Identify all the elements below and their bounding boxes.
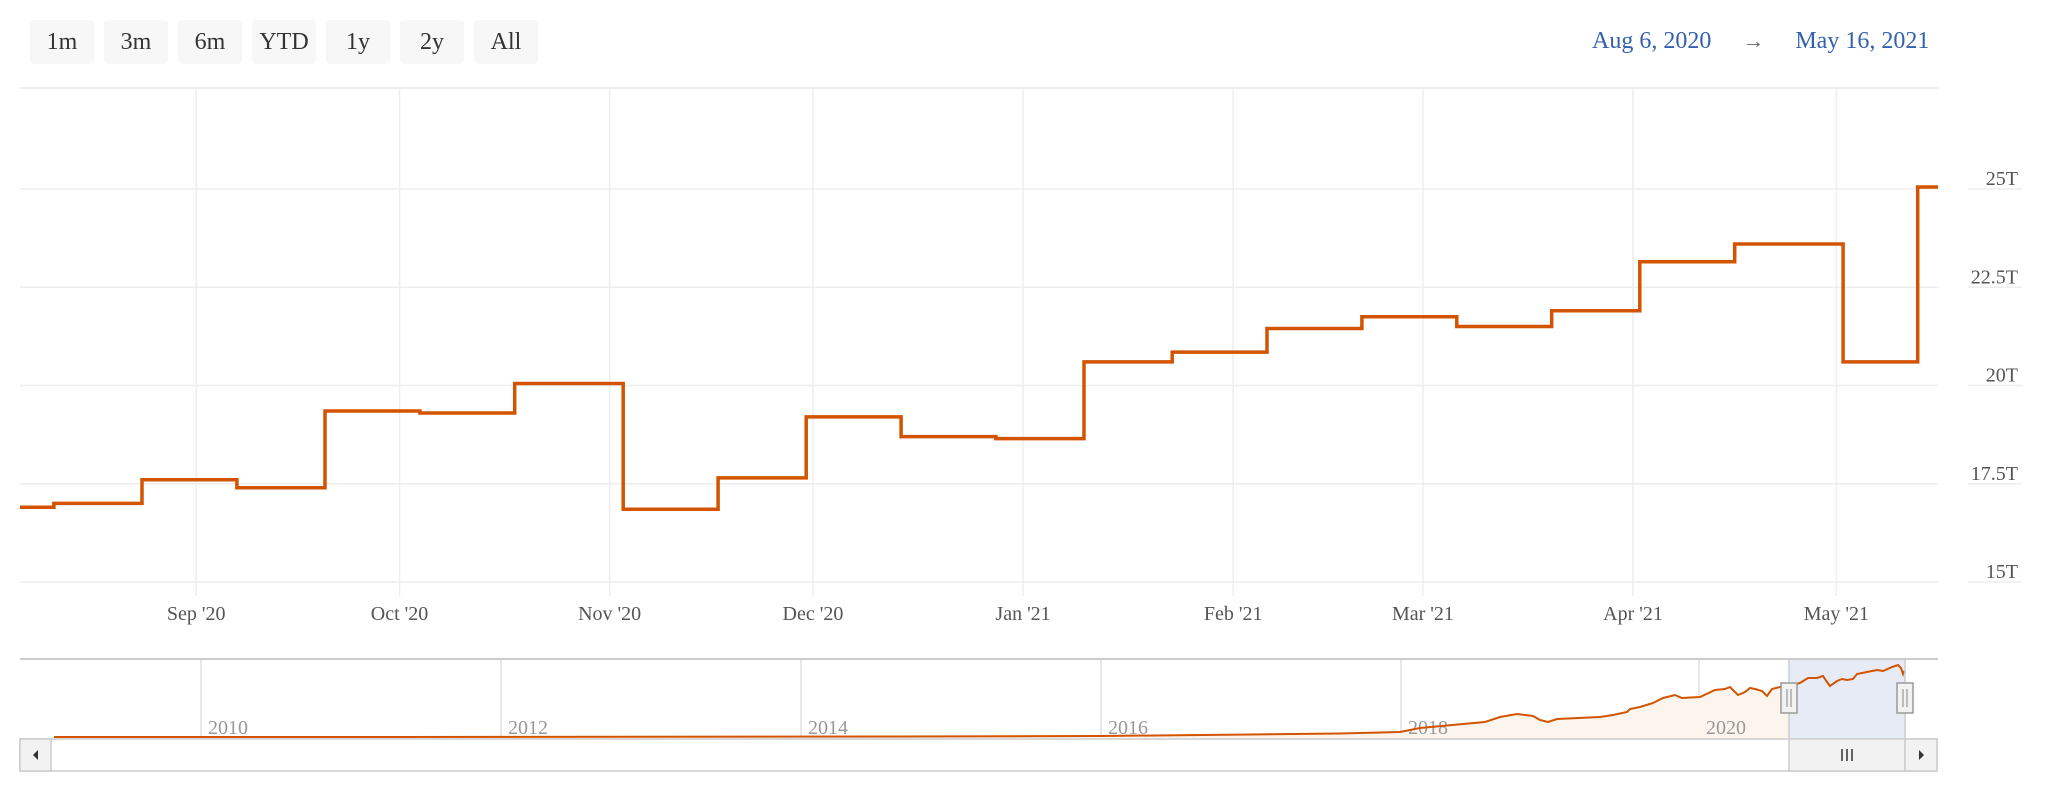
caret-right-icon (1919, 750, 1924, 760)
x-tick-label: Nov '20 (578, 603, 641, 625)
y-tick-label: 20T (1986, 365, 2018, 387)
navigator-area-fill (54, 665, 1904, 738)
scrollbar-track[interactable] (19, 738, 1938, 772)
scrollbar[interactable] (19, 738, 1938, 772)
x-tick-label: Feb '21 (1204, 603, 1263, 625)
navigator-tick-label: 2012 (508, 717, 548, 739)
date-range-from[interactable]: Aug 6, 2020 (1592, 27, 1712, 54)
x-axis-labels: Sep '20 Oct '20 Nov '20 Dec '20 Jan '21 Feb '… (167, 603, 1869, 625)
x-tick-label: Oct '20 (371, 603, 428, 625)
navigator-selected-range[interactable] (1789, 660, 1905, 738)
caret-left-icon (33, 750, 38, 760)
scrollbar-left-button[interactable] (19, 738, 52, 772)
x-tick-label: Mar '21 (1392, 603, 1454, 625)
navigator-grid (200, 660, 1700, 738)
arrow-right-icon: → (1742, 28, 1765, 53)
navigator-tick-label: 2020 (1706, 717, 1746, 739)
range-selector: 1m 3m 6m YTD 1y 2y All (30, 20, 538, 64)
range-button-all[interactable]: All (474, 20, 538, 64)
navigator: 2010 2012 2014 2016 2018 2020 (20, 658, 1938, 739)
range-button-1m[interactable]: 1m (30, 20, 94, 64)
navigator-handle-right[interactable] (1896, 682, 1914, 714)
y-tick-label: 15T (1986, 561, 2018, 583)
range-button-3m[interactable]: 3m (104, 20, 168, 64)
x-tick-label: Apr '21 (1603, 603, 1663, 625)
chart-grid (20, 87, 2022, 596)
range-button-6m[interactable]: 6m (178, 20, 242, 64)
y-tick-label: 25T (1986, 168, 2018, 190)
x-tick-label: Jan '21 (995, 603, 1050, 625)
y-tick-label: 22.5T (1971, 266, 2018, 288)
navigator-handle-left[interactable] (1780, 682, 1798, 714)
range-button-ytd[interactable]: YTD (252, 20, 316, 64)
range-button-2y[interactable]: 2y (400, 20, 464, 64)
x-tick-label: Sep '20 (167, 603, 226, 625)
scrollbar-right-button[interactable] (1904, 738, 1938, 772)
y-axis-labels: 15T 17.5T 20T 22.5T 25T (1971, 168, 2018, 583)
series-line[interactable] (20, 185, 1938, 512)
y-tick-label: 17.5T (1971, 463, 2018, 485)
navigator-tick-label: 2016 (1108, 717, 1148, 739)
date-range-display: Aug 6, 2020 → May 16, 2021 (1592, 24, 1929, 58)
x-tick-label: Dec '20 (783, 603, 844, 625)
scrollbar-thumb[interactable] (1788, 738, 1906, 772)
x-tick-label: May '21 (1804, 603, 1869, 625)
date-range-to[interactable]: May 16, 2021 (1795, 27, 1930, 54)
navigator-tick-label: 2014 (808, 717, 848, 739)
range-button-1y[interactable]: 1y (326, 20, 390, 64)
navigator-series-line (54, 663, 1905, 738)
navigator-tick-label: 2010 (208, 717, 248, 739)
